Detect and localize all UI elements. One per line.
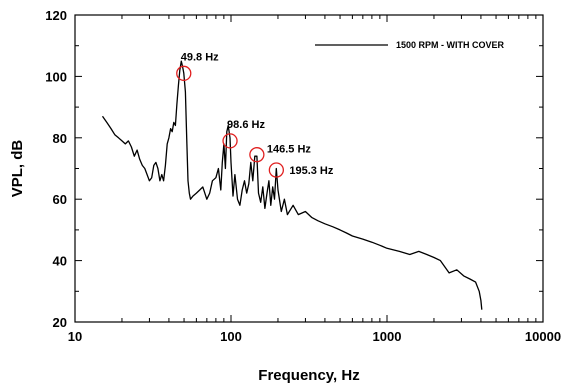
peak-marker — [176, 65, 192, 81]
y-tick-label: 80 — [53, 131, 67, 146]
tick-labels: 20 40 60 80 100 120 10 100 1000 10000 — [45, 8, 561, 344]
x-axis-title: Frequency, Hz — [258, 367, 359, 383]
y-tick-label: 40 — [53, 254, 67, 269]
peak-marker — [222, 133, 238, 149]
x-tick-label: 10 — [68, 329, 82, 344]
y-tick-label: 20 — [53, 315, 67, 330]
legend: 1500 RPM - WITH COVER — [315, 40, 505, 50]
x-tick-label: 1000 — [373, 329, 402, 344]
series-line — [101, 60, 483, 310]
peak-label: 98.6 Hz — [227, 119, 265, 131]
y-tick-label: 120 — [45, 8, 67, 23]
legend-label: 1500 RPM - WITH COVER — [396, 40, 505, 50]
x-tick-label: 100 — [220, 329, 242, 344]
axes — [74, 14, 544, 323]
peak-marker — [268, 162, 284, 178]
y-tick-label: 60 — [53, 192, 67, 207]
y-tick-label: 100 — [45, 69, 67, 84]
x-tick-label: 10000 — [525, 329, 561, 344]
peak-label: 49.8 Hz — [181, 51, 219, 63]
annotations: 49.8 Hz 98.6 Hz 146.5 Hz 195.3 Hz — [176, 51, 334, 178]
peak-label: 146.5 Hz — [267, 144, 312, 156]
y-axis-title: VPL, dB — [9, 140, 26, 198]
series — [101, 60, 483, 310]
peak-marker — [249, 147, 265, 163]
peak-label: 195.3 Hz — [289, 165, 334, 177]
